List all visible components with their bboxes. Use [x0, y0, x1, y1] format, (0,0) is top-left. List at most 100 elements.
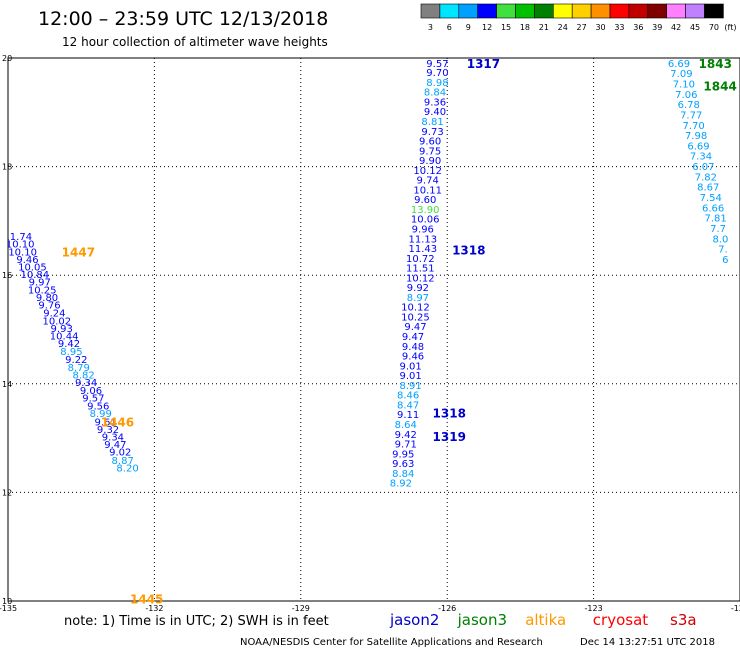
wave-height-point: 6.07 [692, 162, 714, 173]
x-tick-label: -132 [145, 604, 163, 613]
wave-height-point: 9.01 [399, 361, 421, 372]
wave-height-point: 9.46 [16, 255, 38, 266]
wave-height-point: 11.74 [3, 232, 32, 243]
wave-height-point: 7. [718, 245, 728, 256]
wave-height-point: 10.06 [411, 215, 440, 226]
wave-height-point: 10.72 [406, 254, 435, 265]
wave-height-point: 9.57 [426, 59, 448, 70]
wave-height-point: 9.60 [419, 137, 441, 148]
scale-label: 18 [520, 23, 530, 32]
wave-height-point: 8.79 [68, 363, 90, 374]
wave-height-point: 8.64 [395, 420, 417, 431]
wave-height-point: 9.75 [419, 146, 441, 157]
credit-line: NOAA/NESDIS Center for Satellite Applica… [240, 637, 543, 648]
wave-height-point: 9.47 [404, 322, 426, 333]
wave-height-point: 6 [722, 255, 728, 266]
pass-time-label: 1319 [433, 430, 466, 444]
scale-swatch [496, 3, 516, 19]
wave-height-point: 6.66 [702, 203, 724, 214]
y-tick-label: 12 [2, 488, 12, 497]
wave-height-point: 8.81 [421, 117, 443, 128]
y-tick-label: 14 [2, 380, 12, 389]
wave-height-point: 10.12 [406, 273, 435, 284]
wave-height-point: 10.02 [42, 316, 71, 327]
satellite-legend-item: altika [525, 611, 566, 629]
scale-swatch [590, 3, 611, 19]
scale-label: 39 [652, 23, 662, 32]
x-tick-label: -129 [292, 604, 310, 613]
scale-label: 45 [690, 23, 700, 32]
wave-height-point: 10.12 [401, 303, 430, 314]
scale-swatch [647, 3, 667, 19]
wave-height-point: 11.51 [406, 264, 435, 275]
wave-height-point: 7.34 [690, 152, 712, 163]
x-tick-label: -126 [438, 604, 456, 613]
wave-height-point: 9.63 [392, 459, 414, 470]
wave-height-point: 8.92 [390, 479, 412, 490]
pass-time-label: 1318 [452, 244, 485, 258]
pass-time-label: 1318 [433, 407, 466, 421]
scale-label: 3 [428, 23, 433, 32]
wave-height-point: 9.73 [421, 127, 443, 138]
x-tick-label: -120 [731, 604, 740, 613]
wave-height-point: 9.71 [395, 440, 417, 451]
pass-time-label: 1844 [703, 80, 736, 94]
wave-height-point: 8.97 [407, 293, 429, 304]
wave-height-point: 9.36 [424, 97, 446, 108]
wave-height-point: 8.99 [90, 409, 112, 420]
footer-note: note: 1) Time is in UTC; 2) SWH is in fe… [64, 614, 329, 629]
wave-height-point: 7.54 [700, 193, 722, 204]
wave-height-point: 6.69 [687, 141, 709, 152]
scale-swatch [515, 3, 535, 19]
wave-height-point: 9.42 [58, 339, 80, 350]
y-tick-label: 10 [2, 597, 12, 606]
y-tick-label: 18 [2, 163, 12, 172]
wave-height-point: 8.91 [399, 381, 421, 392]
wave-height-point: 9.92 [407, 283, 429, 294]
pass-time-label: 1446 [101, 415, 134, 429]
wave-height-point: 9.76 [38, 301, 60, 312]
scale-label: 12 [482, 23, 492, 32]
scale-swatch [552, 3, 573, 19]
wave-height-point: 9.60 [414, 195, 436, 206]
scale-label: 24 [558, 23, 568, 32]
wave-height-point: 9.70 [426, 68, 448, 79]
wave-height-point: 9.48 [402, 342, 424, 353]
wave-height-point: 10.11 [413, 185, 442, 196]
wave-height-point: 9.93 [51, 324, 73, 335]
wave-height-point: 9.57 [82, 393, 104, 404]
wave-height-point: 10.10 [6, 240, 35, 251]
wave-height-point: 9.42 [395, 430, 417, 441]
scale-swatch [458, 3, 478, 19]
timestamp: Dec 14 13:27:51 UTC 2018 [580, 637, 715, 648]
scale-label: 42 [671, 23, 681, 32]
scale-label: 15 [501, 23, 511, 32]
scale-swatch [477, 3, 497, 19]
wave-height-point: 7.70 [683, 121, 705, 132]
satellite-legend-item: jason2 [389, 611, 439, 629]
wave-height-point: 9.96 [412, 225, 434, 236]
wave-height-point: 8.98 [426, 78, 448, 89]
scale-label: 21 [539, 23, 549, 32]
scale-label: 6 [447, 23, 452, 32]
wave-height-point: 9.97 [29, 278, 51, 289]
wave-height-point: 7.09 [670, 69, 692, 80]
wave-height-point: 9.47 [104, 440, 126, 451]
wave-height-point: 7.06 [675, 90, 697, 101]
wave-height-point: 9.01 [399, 371, 421, 382]
wave-height-point: 8.0 [713, 234, 729, 245]
pass-time-label: 1317 [467, 57, 500, 71]
satellite-legend-item: s3a [670, 611, 697, 629]
x-tick-label: -135 [0, 604, 17, 613]
scale-label: 33 [614, 23, 624, 32]
wave-height-point: 10.10 [8, 247, 37, 258]
scale-swatch [704, 3, 724, 19]
wave-height-point: 8.84 [424, 88, 446, 99]
scale-label: 9 [466, 23, 471, 32]
wave-height-point: 9.95 [392, 449, 414, 460]
satellite-legend-item: cryosat [593, 611, 648, 629]
wave-height-point: 8.46 [397, 391, 419, 402]
wave-height-point: 8.82 [73, 371, 95, 382]
wave-height-point: 6.78 [678, 100, 700, 111]
wave-height-point: 8.84 [392, 469, 414, 480]
